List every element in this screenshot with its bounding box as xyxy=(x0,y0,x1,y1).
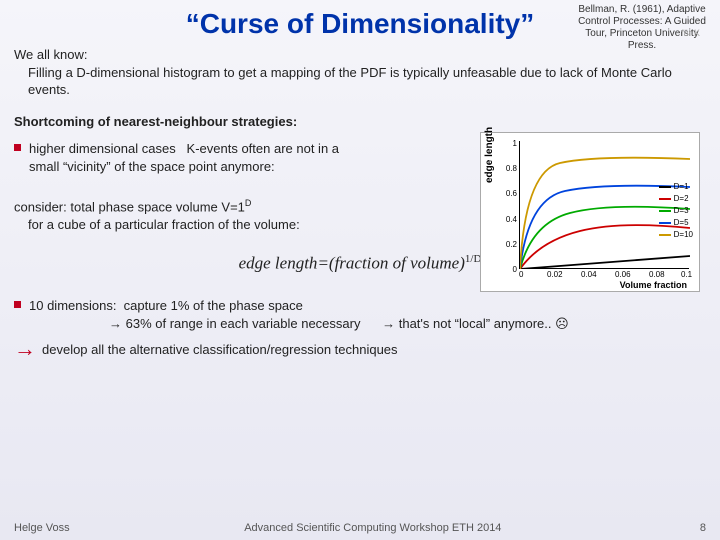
legend-swatch xyxy=(659,222,671,224)
bullet-2-line2a: → 63% of range in each variable necessar… xyxy=(29,316,360,331)
formula-exp: 1/D xyxy=(465,253,482,265)
square-bullet-icon xyxy=(14,144,21,151)
legend-item: D=1 xyxy=(659,181,693,193)
consider-block: consider: total phase space volume V=1D … xyxy=(14,197,354,233)
chart-ytick: 0 xyxy=(505,265,517,274)
chart-ytick: 1 xyxy=(505,139,517,148)
bullet-item-2: 10 dimensions: capture 1% of the phase s… xyxy=(14,297,706,332)
chart-xtick: 0.06 xyxy=(615,270,631,279)
legend-swatch xyxy=(659,210,671,212)
bullet-item-1: higher dimensional cases K-events often … xyxy=(14,140,344,175)
bullet-item-3: → develop all the alternative classifica… xyxy=(14,338,706,360)
legend-label: D=5 xyxy=(674,217,689,229)
consider-superscript: D xyxy=(245,198,252,208)
legend-swatch xyxy=(659,186,671,188)
square-bullet-icon xyxy=(14,301,21,308)
chart-ytick: 0.4 xyxy=(505,215,517,224)
legend-label: D=1 xyxy=(674,181,689,193)
section-heading: Shortcoming of nearest-neighbour strateg… xyxy=(14,113,706,131)
legend-item: D=3 xyxy=(659,205,693,217)
intro-body: Filling a D-dimensional histogram to get… xyxy=(14,64,706,99)
legend-item: D=2 xyxy=(659,193,693,205)
chart-ytick: 0.8 xyxy=(505,164,517,173)
chart-xtick: 0.08 xyxy=(649,270,665,279)
formula-mid: =(fraction of volume) xyxy=(317,253,464,272)
footer-author: Helge Voss xyxy=(14,522,70,534)
legend-label: D=3 xyxy=(674,205,689,217)
chart-legend: D=1D=2D=3D=5D=10 xyxy=(659,181,693,241)
legend-item: D=5 xyxy=(659,217,693,229)
edge-length-chart: edge length Volume fraction D=1D=2D=3D=5… xyxy=(480,132,700,292)
slide-footer: Helge Voss Advanced Scientific Computing… xyxy=(0,522,720,534)
chart-xtick: 0.02 xyxy=(547,270,563,279)
watermark-text: für K xyxy=(681,28,700,38)
consider-line1: consider: total phase space volume V=1 xyxy=(14,200,245,215)
legend-item: D=10 xyxy=(659,229,693,241)
chart-xtick: 0 xyxy=(519,270,523,279)
chart-ytick: 0.6 xyxy=(505,189,517,198)
chart-xtick: 0.1 xyxy=(681,270,692,279)
footer-page-number: 8 xyxy=(676,522,706,534)
formula-lhs: edge length xyxy=(239,253,318,272)
legend-label: D=10 xyxy=(674,229,693,241)
arrow-icon: → xyxy=(14,338,36,360)
legend-swatch xyxy=(659,234,671,236)
bullet-1-text: higher dimensional cases K-events often … xyxy=(29,140,344,175)
footer-event: Advanced Scientific Computing Workshop E… xyxy=(70,522,676,534)
legend-swatch xyxy=(659,198,671,200)
bullet-3-text: develop all the alternative classificati… xyxy=(42,338,398,360)
chart-xlabel: Volume fraction xyxy=(620,280,687,290)
intro-block: We all know: Filling a D-dimensional his… xyxy=(14,46,706,99)
bullet-2-line2b: → that's not “local” anymore.. ☹ xyxy=(364,316,569,331)
consider-line2: for a cube of a particular fraction of t… xyxy=(14,217,300,232)
chart-ylabel: edge length xyxy=(484,127,495,183)
intro-lead: We all know: xyxy=(14,47,87,62)
legend-label: D=2 xyxy=(674,193,689,205)
bullet-2-line1: 10 dimensions: capture 1% of the phase s… xyxy=(29,298,303,313)
chart-ytick: 0.2 xyxy=(505,240,517,249)
chart-xtick: 0.04 xyxy=(581,270,597,279)
